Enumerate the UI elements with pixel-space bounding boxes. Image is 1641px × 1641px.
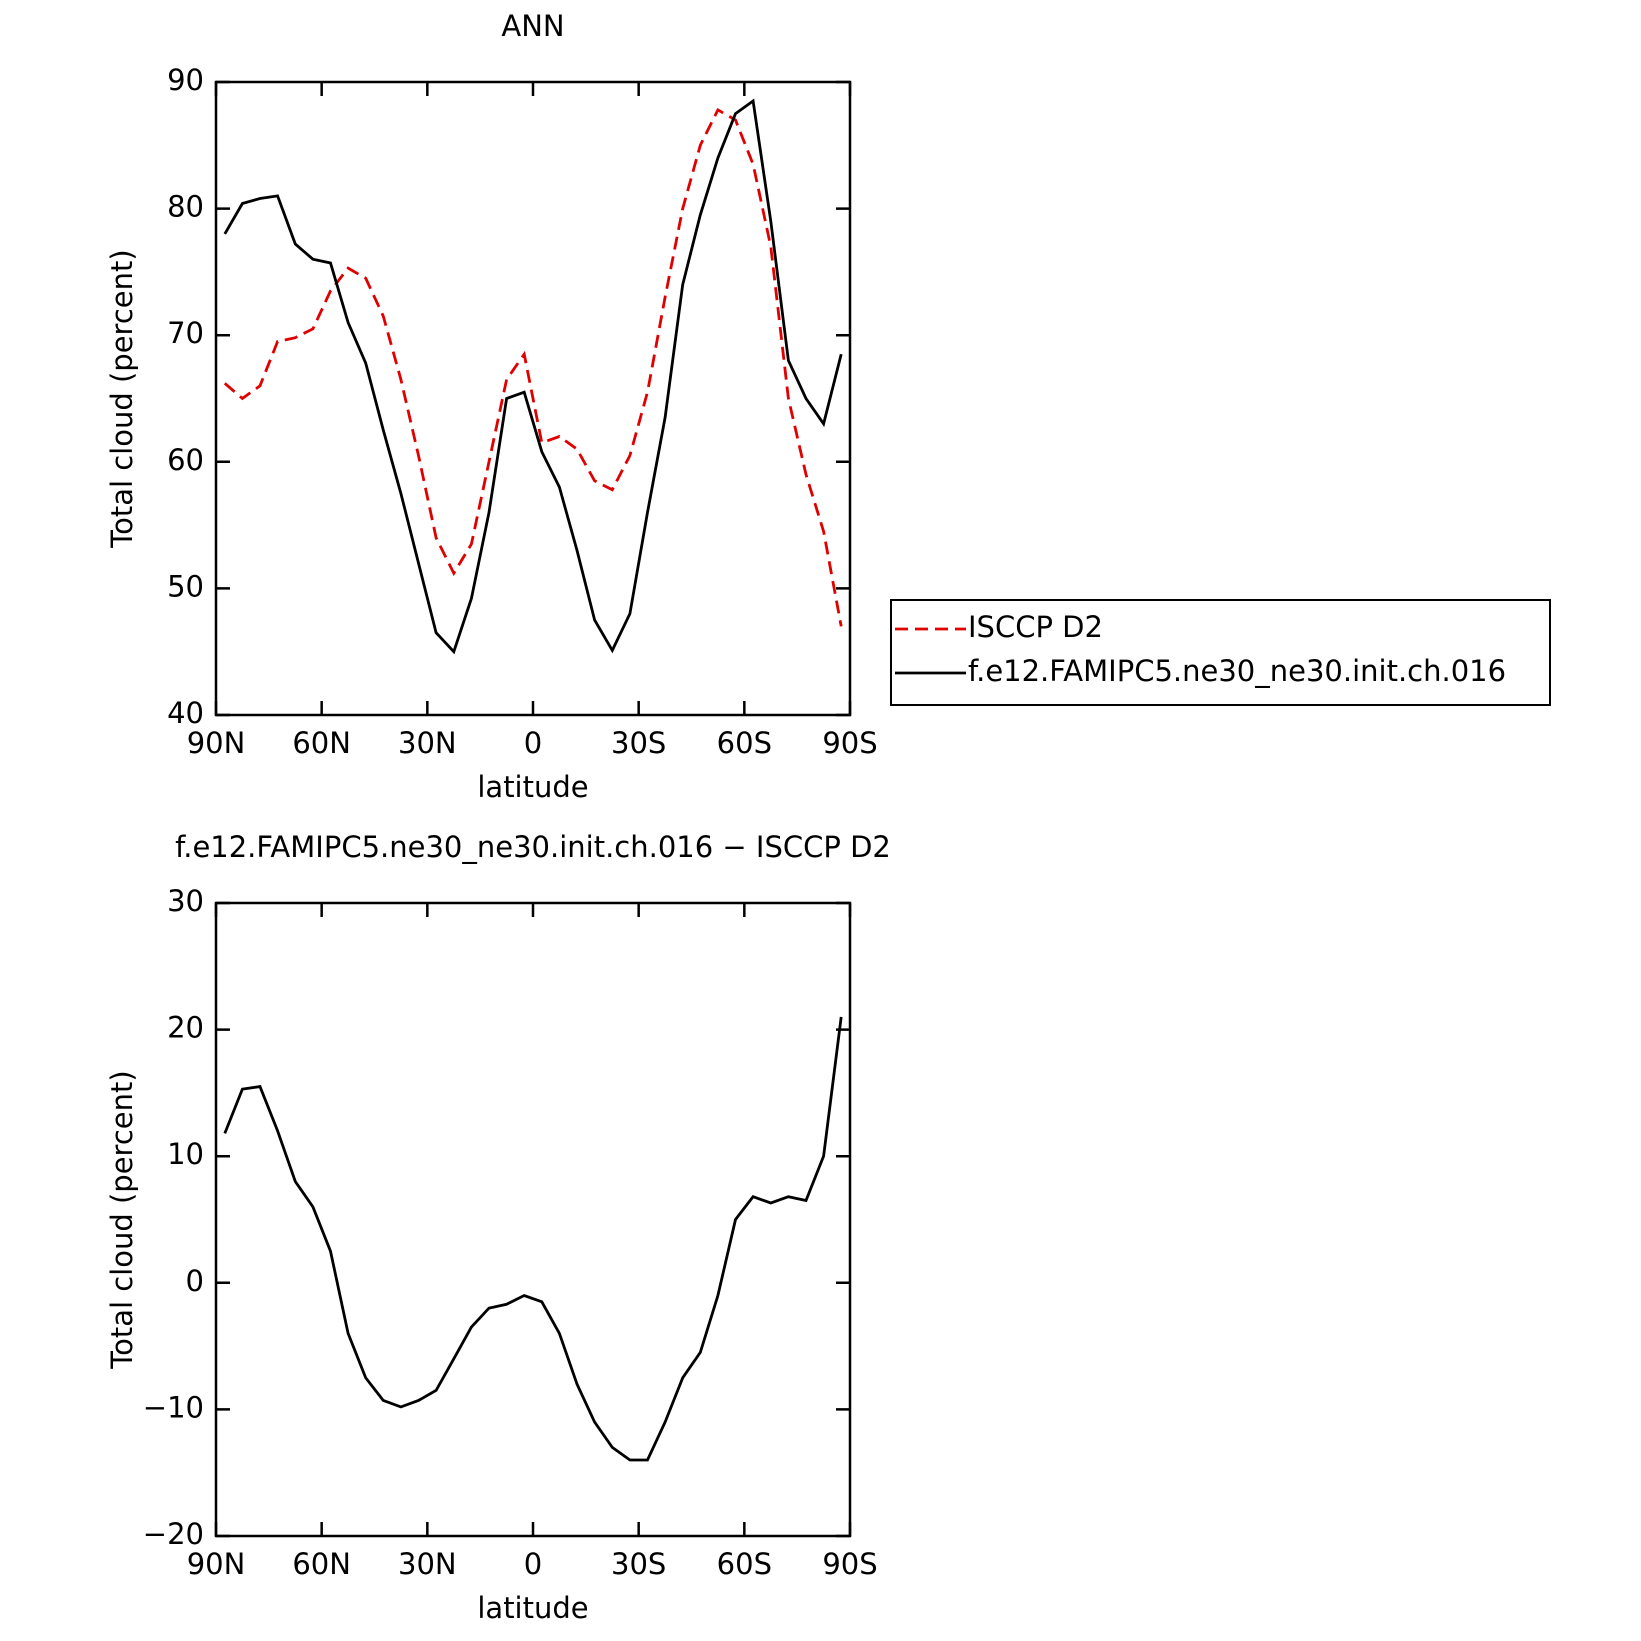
y-tick-label: 80	[167, 190, 204, 224]
x-tick-label: 60N	[292, 1547, 351, 1581]
data-line	[223, 98, 843, 655]
y-tick-label: 70	[167, 316, 204, 350]
y-tick-label: 20	[167, 1011, 204, 1045]
y-tick-label: 30	[167, 884, 204, 918]
x-tick-label: 60N	[292, 726, 351, 760]
y-tick-label: 0	[186, 1264, 204, 1298]
x-tick-label: 30N	[398, 726, 457, 760]
x-tick-label: 90N	[187, 726, 246, 760]
y-axis-label: Total cloud (percent)	[105, 249, 139, 548]
x-axis-label: latitude	[477, 1591, 588, 1625]
x-axis-label: latitude	[477, 770, 588, 804]
x-tick-label: 0	[524, 726, 542, 760]
y-axis-label: Total cloud (percent)	[105, 1070, 139, 1369]
legend-label: f.e12.FAMIPC5.ne30_ne30.init.ch.016	[968, 654, 1506, 688]
x-tick-label: 60S	[717, 726, 772, 760]
y-tick-label: −10	[143, 1390, 204, 1424]
x-tick-label: 90S	[822, 726, 877, 760]
data-line	[223, 107, 843, 627]
x-tick-label: 60S	[717, 1547, 772, 1581]
plot-frame	[214, 901, 852, 1538]
x-tick-label: 0	[524, 1547, 542, 1581]
chart-title: ANN	[501, 9, 564, 43]
y-tick-label: 60	[167, 443, 204, 477]
x-tick-label: 30S	[611, 726, 666, 760]
x-tick-label: 90N	[187, 1547, 246, 1581]
y-tick-label: 10	[167, 1137, 204, 1171]
chart-title: f.e12.FAMIPC5.ne30_ne30.init.ch.016 − IS…	[175, 830, 891, 864]
x-tick-label: 30N	[398, 1547, 457, 1581]
y-tick-label: 90	[167, 63, 204, 97]
y-tick-label: 50	[167, 569, 204, 603]
y-tick-label: −20	[143, 1517, 204, 1551]
legend-label: ISCCP D2	[968, 610, 1103, 644]
data-line	[223, 1016, 843, 1462]
x-tick-label: 90S	[822, 1547, 877, 1581]
x-tick-label: 30S	[611, 1547, 666, 1581]
legend-box	[890, 599, 1551, 706]
y-tick-label: 40	[167, 696, 204, 730]
